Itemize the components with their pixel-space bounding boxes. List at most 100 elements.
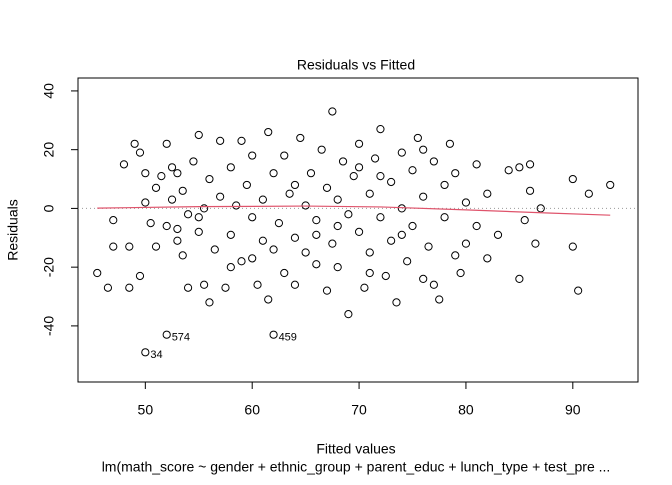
point — [290, 180, 300, 190]
point — [258, 236, 267, 245]
point — [232, 201, 241, 210]
point — [515, 163, 524, 172]
x-tick-label: 60 — [244, 402, 260, 418]
point — [167, 163, 177, 172]
point — [333, 221, 342, 231]
point — [349, 172, 358, 181]
point — [568, 174, 577, 184]
x-tick-label: 80 — [458, 402, 474, 418]
point — [376, 125, 385, 134]
point — [200, 280, 209, 289]
point — [429, 157, 438, 166]
point — [531, 239, 540, 248]
point — [461, 239, 471, 248]
point — [525, 186, 535, 195]
point — [574, 286, 583, 295]
point — [285, 189, 294, 198]
y-tick-label: -40 — [41, 316, 57, 336]
point — [397, 230, 406, 239]
point — [413, 133, 422, 143]
point — [493, 230, 503, 239]
point — [440, 180, 449, 190]
point — [194, 130, 203, 140]
point — [269, 330, 278, 339]
y-tick-label: 0 — [41, 204, 57, 212]
point — [354, 227, 364, 237]
point — [376, 172, 385, 181]
point — [162, 139, 171, 148]
point — [274, 218, 284, 228]
point — [365, 248, 374, 257]
point-label: 459 — [279, 332, 297, 344]
point — [322, 183, 332, 192]
point — [205, 174, 214, 184]
y-tick-label: 20 — [41, 142, 57, 158]
point — [440, 213, 449, 222]
point — [424, 242, 433, 251]
point — [103, 283, 113, 292]
point — [338, 157, 348, 166]
point — [360, 283, 369, 292]
y-axis-label: Residuals — [5, 199, 21, 260]
point — [135, 148, 145, 157]
point — [125, 242, 134, 251]
smooth-line — [97, 205, 611, 216]
point — [151, 183, 161, 192]
point — [221, 283, 230, 292]
point — [280, 151, 289, 160]
point — [306, 169, 316, 178]
point — [408, 221, 417, 231]
point — [301, 201, 310, 210]
point — [189, 157, 198, 166]
point — [472, 221, 481, 231]
point — [397, 148, 406, 157]
point — [461, 198, 471, 207]
point — [520, 216, 529, 225]
point — [387, 177, 396, 187]
point — [584, 189, 593, 198]
point — [141, 348, 150, 357]
subtitle: lm(math_score ~ gender + ethnic_group + … — [102, 459, 611, 475]
point — [333, 195, 342, 204]
point — [419, 192, 428, 201]
chart-title: Residuals vs Fitted — [297, 57, 415, 73]
point — [525, 160, 535, 169]
point — [606, 180, 615, 190]
point — [392, 298, 401, 307]
point — [226, 263, 235, 272]
point — [312, 230, 321, 239]
point — [328, 239, 337, 248]
point — [429, 280, 438, 289]
point — [141, 198, 150, 207]
point — [194, 227, 203, 237]
point — [205, 298, 214, 307]
point — [178, 251, 187, 260]
point-label: 574 — [172, 332, 190, 344]
point — [301, 248, 310, 257]
point — [258, 195, 267, 204]
point — [445, 139, 455, 148]
point — [472, 160, 481, 169]
point — [354, 139, 364, 148]
point — [151, 242, 161, 251]
x-axis-label: Fitted values — [316, 441, 395, 457]
point — [451, 169, 460, 178]
point — [242, 180, 251, 190]
point — [162, 330, 171, 339]
point — [435, 295, 444, 304]
point — [483, 189, 492, 198]
point — [312, 260, 321, 269]
x-tick-label: 70 — [351, 402, 367, 418]
point — [119, 160, 129, 169]
point — [328, 107, 337, 116]
x-tick-label: 50 — [138, 402, 154, 418]
point — [173, 169, 182, 178]
point — [237, 257, 246, 266]
point — [515, 274, 524, 284]
point — [269, 169, 278, 178]
point — [333, 263, 342, 272]
point — [419, 145, 428, 154]
point-label: 34 — [150, 349, 162, 361]
point — [248, 254, 257, 263]
